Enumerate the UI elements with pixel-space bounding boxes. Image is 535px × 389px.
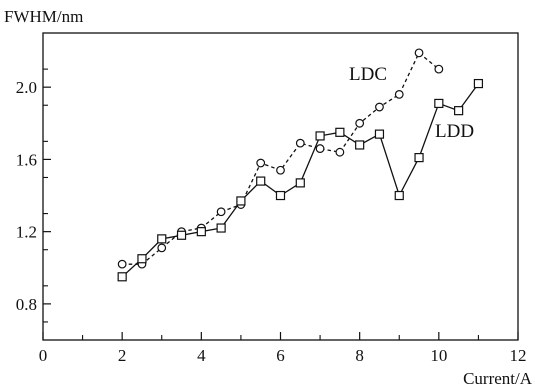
data-point-ldd bbox=[374, 129, 385, 139]
series-label-ldd: LDD bbox=[435, 121, 474, 142]
series-lines bbox=[121, 51, 479, 278]
data-point-ldc bbox=[355, 118, 365, 128]
data-point-ldd bbox=[157, 234, 167, 244]
x-tick-label: 4 bbox=[197, 346, 206, 365]
data-point-ldd bbox=[473, 78, 484, 89]
data-point-ldd bbox=[275, 190, 286, 201]
y-tick-label: 1.2 bbox=[16, 223, 37, 242]
data-point-ldc bbox=[335, 147, 345, 157]
data-point-ldc bbox=[216, 207, 226, 217]
data-point-ldd bbox=[315, 131, 325, 141]
data-point-ldd bbox=[216, 223, 226, 233]
x-tick-label: 8 bbox=[355, 346, 364, 365]
data-point-ldd bbox=[414, 153, 424, 163]
data-point-ldc bbox=[394, 89, 404, 99]
x-tick-label: 6 bbox=[276, 346, 285, 365]
series-line-ldc bbox=[122, 51, 440, 265]
data-point-ldc bbox=[157, 243, 167, 253]
x-tick-label: 12 bbox=[510, 346, 527, 365]
series-label-ldc: LDC bbox=[349, 64, 387, 85]
data-point-ldd bbox=[394, 190, 404, 201]
ticks: 0 2 4 6 8 10 12 0.8 1.2 1.6 2.0 bbox=[16, 68, 527, 365]
x-tick-label: 2 bbox=[118, 346, 127, 365]
data-point-ldd bbox=[335, 127, 345, 137]
data-point-ldd bbox=[295, 178, 305, 188]
axes bbox=[42, 32, 519, 341]
data-point-ldd bbox=[137, 254, 147, 264]
data-point-ldc bbox=[375, 102, 384, 112]
data-point-ldc bbox=[295, 138, 305, 148]
data-point-ldc bbox=[276, 165, 285, 175]
x-tick-label: 10 bbox=[430, 346, 447, 365]
data-point-ldd bbox=[454, 106, 464, 116]
data-point-ldc bbox=[434, 64, 444, 74]
y-tick-label: 1.6 bbox=[16, 150, 37, 169]
x-axis-label: Current/A bbox=[463, 369, 533, 388]
x-tick-label: 0 bbox=[39, 346, 48, 365]
y-axis-label: FWHM/nm bbox=[4, 7, 83, 26]
y-tick-label: 2.0 bbox=[16, 78, 37, 97]
data-point-ldd bbox=[176, 230, 187, 240]
y-tick-label: 0.8 bbox=[16, 295, 37, 314]
data-point-ldd bbox=[434, 98, 444, 109]
data-point-ldd bbox=[355, 140, 365, 150]
data-point-ldc bbox=[117, 259, 127, 269]
data-point-ldd bbox=[196, 227, 206, 237]
data-point-ldd bbox=[117, 272, 127, 282]
data-point-ldc bbox=[414, 48, 424, 58]
plot-frame bbox=[42, 32, 519, 341]
data-point-ldc bbox=[315, 144, 325, 153]
data-point-ldd bbox=[236, 196, 246, 206]
series-markers bbox=[117, 48, 484, 282]
data-point-ldc bbox=[256, 158, 266, 168]
data-point-ldd bbox=[256, 176, 266, 186]
